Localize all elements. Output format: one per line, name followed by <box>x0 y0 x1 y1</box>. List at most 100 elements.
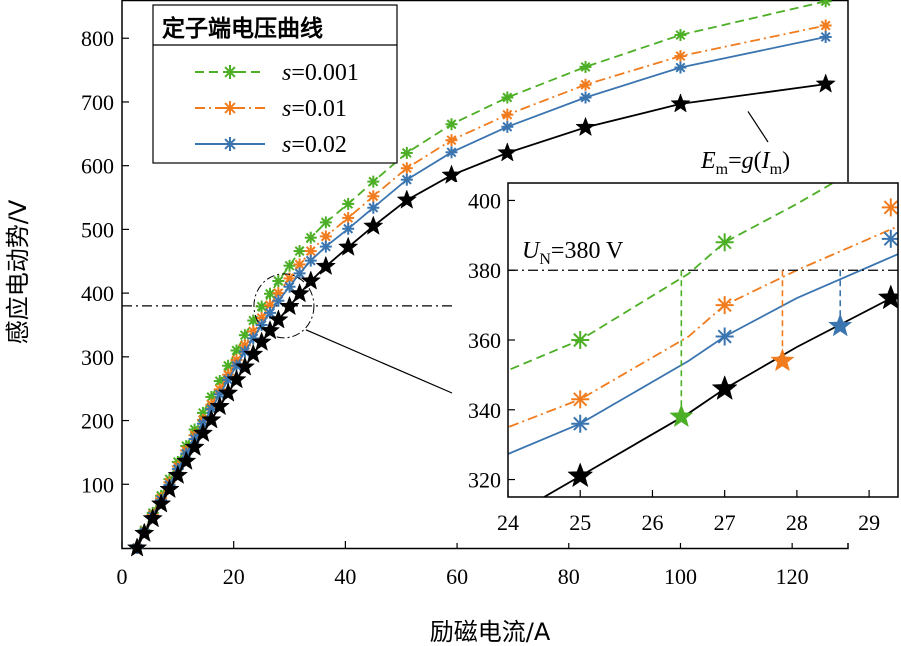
data-point-s002 <box>367 201 380 214</box>
inset-x-tick-label: 29 <box>858 510 880 535</box>
x-tick-label: 60 <box>446 564 468 589</box>
inset-x-tick-label: 26 <box>641 510 663 535</box>
legend-entry-value: =0.001 <box>291 60 359 86</box>
y-tick-label: 500 <box>81 217 114 242</box>
reference-line-label: UN=380 V <box>522 238 624 268</box>
data-point-em <box>142 507 163 528</box>
y-tick-label: 400 <box>81 281 114 306</box>
legend-entry-label: s=0.01 <box>282 96 347 122</box>
em-label-part: g <box>742 148 754 174</box>
data-point-s001 <box>367 190 380 203</box>
legend-swatch-marker <box>223 137 237 151</box>
data-point-em <box>192 422 214 442</box>
x-axis-title: 励磁电流/A <box>430 618 551 646</box>
inset-intersection-marker-s0001 <box>669 404 694 428</box>
data-point-em <box>176 450 197 470</box>
data-point-s0001 <box>501 91 514 104</box>
y-tick-label: 200 <box>81 409 114 434</box>
data-point-s002 <box>819 30 832 43</box>
inset-data-point-s0001 <box>571 331 590 349</box>
data-point-s001 <box>674 50 687 63</box>
data-point-s002 <box>501 120 514 133</box>
data-point-em <box>441 164 462 184</box>
data-point-em <box>670 93 691 113</box>
zoom-connector <box>305 329 453 394</box>
data-point-s0001 <box>272 275 285 288</box>
legend-title: 定子端电压曲线 <box>162 15 323 42</box>
data-point-em <box>251 331 272 351</box>
data-point-s002 <box>445 146 458 159</box>
inset-x-tick-label: 24 <box>497 510 519 535</box>
inset-series-line-s001 <box>508 225 898 429</box>
x-tick-label: 120 <box>776 564 809 589</box>
inset: 24 25 26 27 28 29 320 340 360 380 400 UN=380 V <box>468 182 899 535</box>
legend-swatch-marker <box>223 101 237 115</box>
data-point-em <box>126 537 148 557</box>
data-point-s0001 <box>819 0 832 8</box>
data-point-s0001 <box>579 60 592 73</box>
inset-intersection-marker-s002 <box>828 313 853 337</box>
inset-y-tick-label: 400 <box>468 188 501 213</box>
data-point-s001 <box>579 78 592 91</box>
data-point-em <box>167 464 189 484</box>
inset-y-tick-label: 340 <box>468 398 501 423</box>
data-point-s001 <box>342 211 355 224</box>
y-tick-label: 300 <box>81 345 114 370</box>
data-point-em <box>338 236 359 256</box>
inset-data-point-s002 <box>881 229 898 248</box>
inset-x-tick-label: 27 <box>714 510 736 535</box>
data-point-s001 <box>501 108 514 121</box>
legend-entry-label: s=0.02 <box>282 132 347 158</box>
inset-background <box>455 182 901 543</box>
inset-plot <box>508 183 898 497</box>
x-tick-label: 40 <box>334 564 356 589</box>
legend-entry-value: =0.02 <box>291 132 347 158</box>
data-point-s001 <box>819 19 832 32</box>
data-point-s002 <box>674 61 687 74</box>
reference-line-label-part: =380 V <box>551 238 624 264</box>
em-label-part: E <box>700 148 716 174</box>
em-label-part: m <box>716 161 729 178</box>
inset-x-tick-label: 25 <box>569 510 591 535</box>
data-point-s001 <box>319 230 332 243</box>
zoom-circle <box>253 273 315 339</box>
data-point-s002 <box>283 280 296 293</box>
y-tick-label: 600 <box>81 154 114 179</box>
inset-data-point-s002 <box>715 327 734 346</box>
x-tick-label: 80 <box>558 564 580 589</box>
em-label-part: ( <box>754 148 762 174</box>
data-point-em <box>184 436 205 456</box>
data-point-s001 <box>445 134 458 147</box>
data-point-s0001 <box>342 197 355 210</box>
inset-data-point-s0001 <box>715 233 734 252</box>
x-tick-label: 0 <box>117 564 128 589</box>
reference-line-label-part: N <box>539 251 551 268</box>
em-label-part: m <box>770 161 783 178</box>
data-point-em <box>243 343 264 363</box>
inset-series-line-em <box>543 293 898 497</box>
inset-data-point-s001 <box>715 296 734 315</box>
data-point-em <box>279 295 300 316</box>
inset-data-point-s001 <box>571 390 590 409</box>
data-point-s0001 <box>255 300 268 313</box>
data-point-s002 <box>342 222 355 235</box>
data-point-s001 <box>293 258 306 271</box>
inset-data-point-s002 <box>571 414 590 433</box>
data-point-em <box>315 255 336 275</box>
em-label-part: I <box>761 148 771 174</box>
legend-entry-label: s=0.001 <box>282 60 359 86</box>
em-label-part: = <box>728 148 742 174</box>
data-point-s002 <box>400 173 413 186</box>
data-point-em <box>234 356 256 376</box>
data-point-s0001 <box>367 175 380 188</box>
data-point-s0001 <box>283 259 296 272</box>
data-point-em <box>226 369 247 389</box>
y-tick-label: 700 <box>81 90 114 115</box>
data-point-em <box>209 395 230 416</box>
data-point-em <box>268 309 289 329</box>
data-point-s0001 <box>319 216 332 229</box>
inset-series-line-s0001 <box>508 183 835 372</box>
legend: 定子端电压曲线 s=0.001 s=0.01 s=0.02 <box>152 4 398 164</box>
data-point-s002 <box>579 91 592 104</box>
data-point-em <box>396 189 417 209</box>
